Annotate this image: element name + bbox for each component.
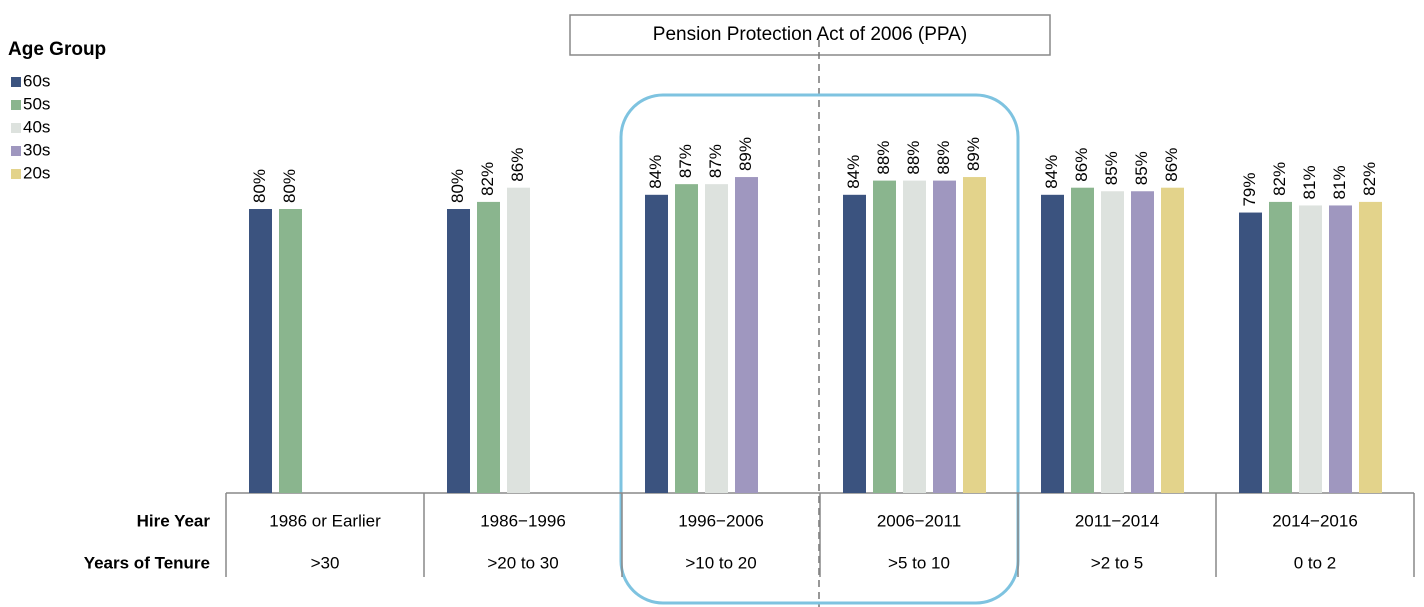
bar: [1359, 201, 1382, 493]
bar: [1269, 201, 1292, 493]
tenure-label: >5 to 10: [888, 553, 950, 572]
tenure-label: 0 to 2: [1294, 553, 1337, 572]
legend-label: 40s: [23, 117, 50, 136]
bar: [1041, 194, 1064, 494]
bar: [1071, 187, 1094, 493]
value-label: 82%: [478, 162, 497, 196]
bar: [705, 184, 728, 493]
bar: [1101, 191, 1124, 493]
x-tick-label: 1986−1996: [480, 511, 566, 530]
value-label: 85%: [1132, 151, 1151, 185]
bar: [735, 177, 758, 494]
value-label: 80%: [280, 169, 299, 203]
bar: [645, 194, 668, 494]
legend-label: 30s: [23, 140, 50, 159]
x-tick-label: 1996−2006: [678, 511, 764, 530]
bar: [1329, 205, 1352, 493]
value-label: 87%: [676, 144, 695, 178]
bar: [279, 209, 302, 493]
x-tick-label: 1986 or Earlier: [269, 511, 381, 530]
bar: [963, 177, 986, 494]
legend-swatch: [11, 169, 21, 179]
annotation-box: [569, 14, 1051, 56]
value-label: 89%: [736, 137, 755, 171]
value-label: 84%: [646, 155, 665, 189]
legend-swatch: [11, 123, 21, 133]
legend-swatch: [11, 146, 21, 156]
highlight-box: [619, 93, 1020, 605]
bar: [843, 194, 866, 494]
row-label: Years of Tenure: [84, 553, 210, 572]
bar: [447, 209, 470, 493]
x-tick-label: 2006−2011: [877, 511, 961, 530]
bar: [903, 180, 926, 493]
value-label: 81%: [1330, 165, 1349, 199]
value-label: 84%: [1042, 155, 1061, 189]
value-label: 85%: [1102, 151, 1121, 185]
bar: [1239, 212, 1262, 494]
value-label: 88%: [934, 141, 953, 175]
value-label: 88%: [904, 141, 923, 175]
row-label: Hire Year: [137, 511, 211, 530]
bar: [933, 180, 956, 493]
bar: [1299, 205, 1322, 493]
tenure-label: >10 to 20: [685, 553, 756, 572]
value-label: 89%: [964, 137, 983, 171]
bar: [477, 201, 500, 493]
value-label: 80%: [448, 169, 467, 203]
bar: [507, 187, 530, 493]
value-label: 84%: [844, 155, 863, 189]
value-label: 80%: [250, 169, 269, 203]
value-label: 86%: [1162, 148, 1181, 182]
value-label: 86%: [1072, 148, 1091, 182]
legend-title: Age Group: [8, 39, 106, 60]
bar: [675, 184, 698, 493]
value-label: 81%: [1300, 165, 1319, 199]
bar: [249, 209, 272, 493]
bar: [873, 180, 896, 493]
annotation: Pension Protection Act of 2006 (PPA): [653, 24, 967, 45]
bar: [1131, 191, 1154, 493]
tenure-label: >30: [311, 553, 340, 572]
legend-label: 60s: [23, 71, 50, 90]
value-label: 82%: [1360, 162, 1379, 196]
x-tick-label: 2011−2014: [1075, 511, 1159, 530]
legend-swatch: [11, 77, 21, 87]
legend-label: 50s: [23, 94, 50, 113]
legend-swatch: [11, 100, 21, 110]
value-label: 86%: [508, 148, 527, 182]
value-label: 79%: [1240, 173, 1259, 207]
bar: [1161, 187, 1184, 493]
value-label: 87%: [706, 144, 725, 178]
tenure-label: >20 to 30: [487, 553, 558, 572]
tenure-label: >2 to 5: [1091, 553, 1143, 572]
value-label: 88%: [874, 141, 893, 175]
value-label: 82%: [1270, 162, 1289, 196]
x-tick-label: 2014−2016: [1272, 511, 1358, 530]
legend-label: 20s: [23, 163, 50, 182]
